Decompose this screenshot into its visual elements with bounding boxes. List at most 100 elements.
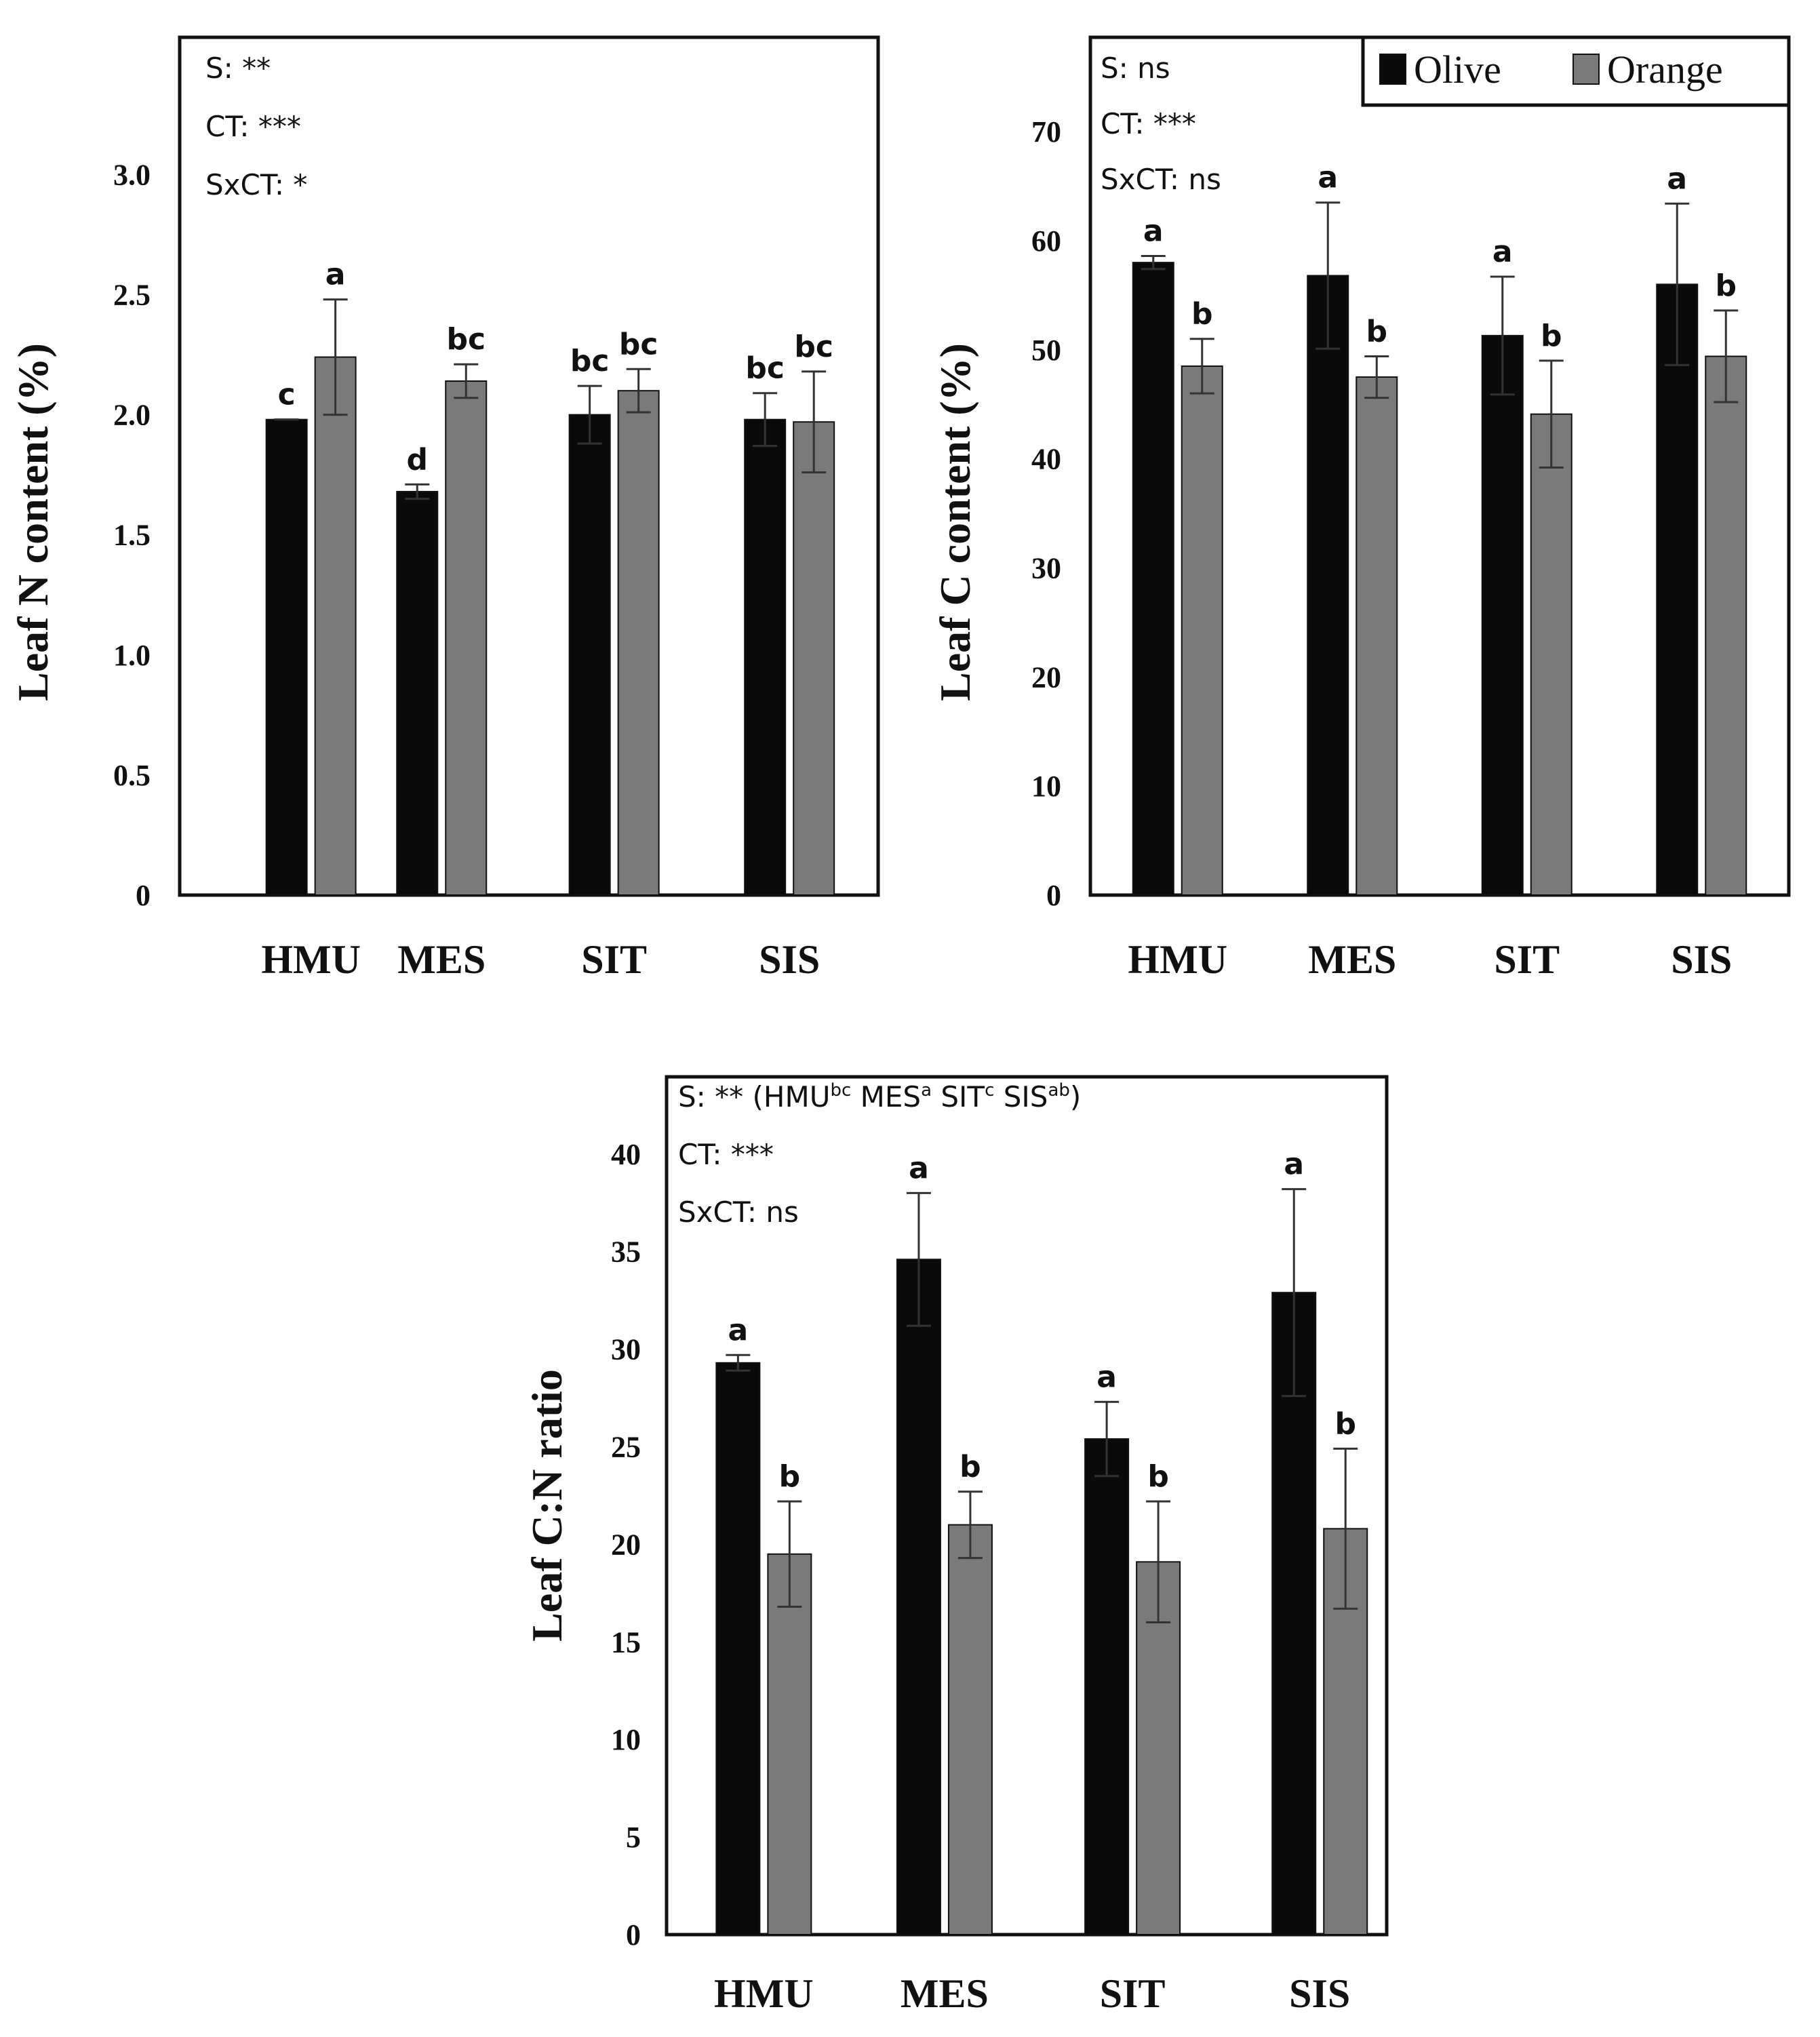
y-tick-label: 3.0 — [113, 158, 151, 191]
y-tick-label: 70 — [1031, 115, 1061, 149]
significance-letter: b — [1191, 297, 1213, 332]
bar-olive-hmu — [1132, 262, 1174, 896]
stat-line: CT: *** — [678, 1138, 774, 1171]
y-tick-label: 20 — [1031, 660, 1061, 694]
bar-orange-mes — [445, 380, 488, 896]
y-tick-label: 0 — [626, 1918, 641, 1952]
y-tick-label: 2.0 — [113, 399, 151, 432]
bar-orange-sit — [1136, 1561, 1181, 1936]
bar-orange-mes — [947, 1524, 993, 1935]
y-tick-label: 1.5 — [113, 519, 151, 552]
y-tick-label: 25 — [611, 1431, 641, 1464]
significance-letter: bc — [745, 351, 785, 386]
legend-swatch-orange — [1572, 54, 1600, 85]
bar-orange-hmu — [314, 356, 357, 896]
x-category-label: HMU — [261, 937, 361, 982]
y-tick-label: 10 — [1031, 770, 1061, 803]
significance-letter: a — [1284, 1147, 1304, 1182]
x-category-label: SIS — [1671, 937, 1732, 982]
stat-superscript: ab — [1048, 1080, 1069, 1101]
y-tick-label: 40 — [1031, 443, 1061, 476]
stat-line: S: ** — [205, 52, 271, 85]
stat-line: SxCT: ns — [678, 1195, 799, 1229]
stat-part: SIT — [932, 1080, 985, 1113]
stat-line: S: ** (HMUbc MESa SITc SISab) — [678, 1080, 1081, 1113]
x-category-label: HMU — [1128, 937, 1227, 982]
bar-olive-sit — [1481, 334, 1524, 896]
y-axis-label: Leaf N content (%) — [9, 343, 57, 701]
legend: Olive Orange — [1361, 35, 1791, 107]
y-tick-label: 0.5 — [113, 759, 151, 792]
y-tick-label: 15 — [611, 1625, 641, 1659]
y-tick-label: 50 — [1031, 334, 1061, 367]
stat-part: ) — [1070, 1080, 1081, 1113]
y-tick-label: 30 — [611, 1333, 641, 1366]
legend-label-olive: Olive — [1414, 47, 1501, 92]
y-tick-label: 5 — [626, 1821, 641, 1854]
x-category-label: MES — [397, 937, 486, 982]
significance-letter: bc — [794, 330, 833, 364]
x-category-label: MES — [901, 1971, 989, 2016]
bar-orange-mes — [1356, 376, 1398, 896]
y-axis-label: Leaf C:N ratio — [523, 1369, 571, 1642]
stat-line: SxCT: * — [205, 168, 307, 201]
significance-letter: d — [407, 442, 429, 477]
stat-superscript: bc — [830, 1080, 851, 1101]
bar-olive-hmu — [715, 1362, 761, 1935]
stat-part: MES — [851, 1080, 921, 1113]
significance-letter: b — [960, 1450, 981, 1484]
x-category-label: SIS — [1289, 1971, 1350, 2016]
leaf-n-chart: 0 0.5 1.0 1.5 2.0 2.5 3.0 Leaf N content (%) HMU… — [9, 35, 880, 982]
stat-line: SxCT: ns — [1101, 163, 1221, 196]
stat-line: S: ns — [1101, 52, 1170, 85]
bar-orange-sis — [1705, 355, 1747, 896]
significance-letter: c — [278, 378, 296, 412]
bar-olive-mes — [396, 490, 439, 896]
x-category-label: SIT — [1494, 937, 1560, 982]
significance-letter: a — [1143, 214, 1164, 249]
bar-orange-hmu — [1181, 365, 1223, 896]
y-tick-label: 30 — [1031, 551, 1061, 585]
bar-olive-sis — [744, 418, 787, 896]
significance-letter: b — [1334, 1406, 1356, 1441]
plot-frame — [178, 35, 880, 897]
bar-orange-sit — [617, 390, 660, 896]
significance-letter: a — [1667, 161, 1687, 196]
significance-letter: a — [1096, 1360, 1117, 1394]
bar-olive-mes — [1307, 275, 1349, 896]
plot-frame — [665, 1075, 1389, 1937]
y-tick-label: 60 — [1031, 224, 1061, 258]
y-tick-label: 40 — [611, 1138, 641, 1171]
legend-label-orange: Orange — [1607, 47, 1723, 92]
x-category-label: SIT — [1100, 1971, 1166, 2016]
y-tick-label: 20 — [611, 1528, 641, 1561]
significance-letter: b — [1366, 314, 1388, 349]
stat-superscript: a — [921, 1080, 932, 1101]
bar-olive-sis — [1656, 283, 1699, 896]
leaf-c-chart: 0 10 20 30 40 50 60 70 Leaf C content (%) HMU MES S… — [931, 35, 1791, 982]
significance-letter: b — [1541, 319, 1562, 353]
bar-olive-sit — [1084, 1438, 1130, 1935]
significance-letter: b — [1716, 269, 1737, 303]
bar-orange-hmu — [767, 1553, 812, 1936]
y-tick-label: 10 — [611, 1723, 641, 1756]
bar-olive-sit — [568, 414, 611, 896]
legend-box — [1361, 35, 1791, 107]
leaf-cn-chart: 0 5 10 15 20 25 30 35 40 Leaf C:N ratio HMU MES SIT S… — [523, 1075, 1389, 2016]
stat-line: CT: *** — [1101, 107, 1196, 140]
y-axis-label: Leaf C content (%) — [931, 343, 979, 701]
bar-olive-mes — [896, 1259, 941, 1935]
y-tick-label: 0 — [1046, 879, 1061, 912]
x-category-label: SIS — [759, 937, 820, 982]
significance-letter: a — [728, 1313, 749, 1347]
bar-orange-sit — [1530, 413, 1572, 896]
x-category-label: MES — [1308, 937, 1396, 982]
stat-superscript: c — [985, 1080, 994, 1101]
significance-letter: a — [1318, 161, 1338, 195]
y-tick-label: 2.5 — [113, 279, 151, 312]
significance-letter: b — [1147, 1459, 1169, 1494]
significance-letter: bc — [619, 327, 658, 361]
significance-letter: bc — [446, 322, 486, 357]
y-tick-label: 0 — [136, 879, 151, 912]
y-tick-label: 1.0 — [113, 639, 151, 672]
